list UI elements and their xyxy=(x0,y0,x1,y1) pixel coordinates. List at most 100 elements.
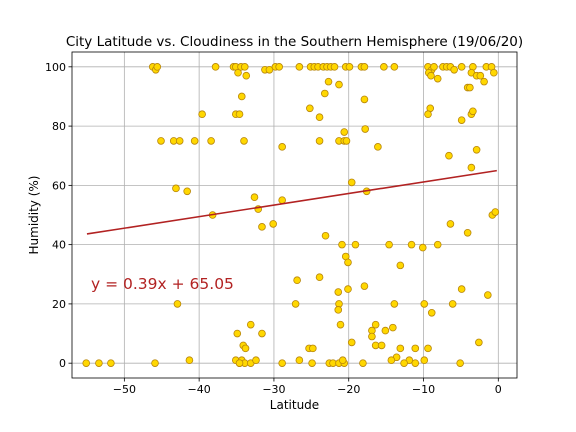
data-point xyxy=(291,300,300,308)
data-point xyxy=(334,306,343,314)
data-point xyxy=(491,208,500,216)
x-tick-label: −30 xyxy=(262,383,285,396)
data-point xyxy=(433,74,442,83)
data-point xyxy=(95,359,103,367)
data-point xyxy=(480,77,488,86)
data-point xyxy=(446,220,455,228)
data-point xyxy=(360,282,369,290)
data-point xyxy=(420,300,429,308)
x-tick-label: 0 xyxy=(495,383,502,396)
regression-equation: y = 0.39x + 65.05 xyxy=(91,275,234,293)
y-tick-label: 20 xyxy=(52,298,66,311)
data-point xyxy=(278,143,286,151)
data-point xyxy=(400,359,408,367)
plot-frame xyxy=(71,51,518,379)
data-point xyxy=(82,359,91,367)
data-point xyxy=(427,71,435,80)
data-point xyxy=(450,65,458,74)
data-point xyxy=(246,320,255,329)
data-point xyxy=(420,356,429,365)
data-point xyxy=(321,231,330,240)
data-point xyxy=(330,63,339,71)
data-point xyxy=(390,63,399,71)
data-point xyxy=(235,110,244,119)
data-point xyxy=(368,332,376,341)
data-point xyxy=(476,71,485,80)
data-point xyxy=(336,320,345,329)
regression-line-group xyxy=(86,169,497,235)
data-point xyxy=(183,187,191,196)
data-point xyxy=(467,163,476,172)
regression-line xyxy=(86,169,497,235)
data-point xyxy=(338,356,347,365)
data-point xyxy=(360,95,369,104)
chart-title: City Latitude vs. Cloudiness in the Sout… xyxy=(66,34,523,50)
data-point xyxy=(240,63,249,71)
data-point xyxy=(344,258,352,267)
data-point xyxy=(469,107,477,116)
data-point xyxy=(427,308,436,317)
data-point xyxy=(345,63,354,71)
x-tick-label: −50 xyxy=(113,383,136,396)
data-point xyxy=(237,92,246,101)
data-point xyxy=(407,240,416,249)
y-tick-label: 60 xyxy=(52,179,66,192)
data-point xyxy=(242,71,251,80)
x-tick-label: −40 xyxy=(188,383,211,396)
data-point xyxy=(445,151,453,160)
data-point xyxy=(456,359,464,367)
data-point xyxy=(334,288,343,296)
data-point xyxy=(484,291,492,299)
data-point xyxy=(250,193,259,202)
data-point xyxy=(265,65,274,74)
y-axis-label: Humidity (%) xyxy=(27,176,41,255)
data-point xyxy=(424,344,432,353)
data-point xyxy=(380,63,388,71)
data-points xyxy=(82,63,500,367)
x-tick-label: −10 xyxy=(412,383,435,396)
data-point xyxy=(361,125,369,133)
data-point xyxy=(396,261,405,270)
data-point xyxy=(418,243,427,252)
data-point xyxy=(371,320,380,329)
data-point xyxy=(490,68,498,77)
data-point xyxy=(475,338,483,347)
data-point xyxy=(278,359,286,367)
data-point xyxy=(235,359,244,367)
data-point xyxy=(344,285,352,293)
data-point xyxy=(381,326,390,335)
data-point xyxy=(340,128,349,136)
data-point xyxy=(293,276,301,285)
y-tick-label: 100 xyxy=(45,61,66,74)
data-point xyxy=(190,137,199,145)
data-point xyxy=(390,300,399,308)
data-point xyxy=(211,63,220,71)
data-point xyxy=(385,240,393,249)
data-point xyxy=(107,359,115,367)
data-point xyxy=(411,359,420,367)
data-point xyxy=(430,63,438,71)
data-point xyxy=(258,223,266,231)
x-axis-label: Latitude xyxy=(270,398,319,412)
data-point xyxy=(359,359,367,367)
data-point xyxy=(463,228,472,237)
data-point xyxy=(389,323,397,332)
data-point xyxy=(338,240,346,249)
data-point xyxy=(175,137,184,145)
data-point xyxy=(309,344,317,353)
data-point xyxy=(295,356,304,365)
data-point xyxy=(233,329,242,338)
data-point xyxy=(269,220,277,228)
data-point xyxy=(278,196,286,204)
data-point xyxy=(252,356,260,365)
data-point xyxy=(466,83,474,92)
y-tick-label: 0 xyxy=(59,357,66,370)
data-point xyxy=(457,116,466,124)
data-point xyxy=(207,137,215,145)
data-point xyxy=(241,344,250,353)
data-point xyxy=(396,344,405,353)
data-point xyxy=(173,300,182,308)
data-point xyxy=(151,359,159,367)
data-point xyxy=(377,341,386,350)
